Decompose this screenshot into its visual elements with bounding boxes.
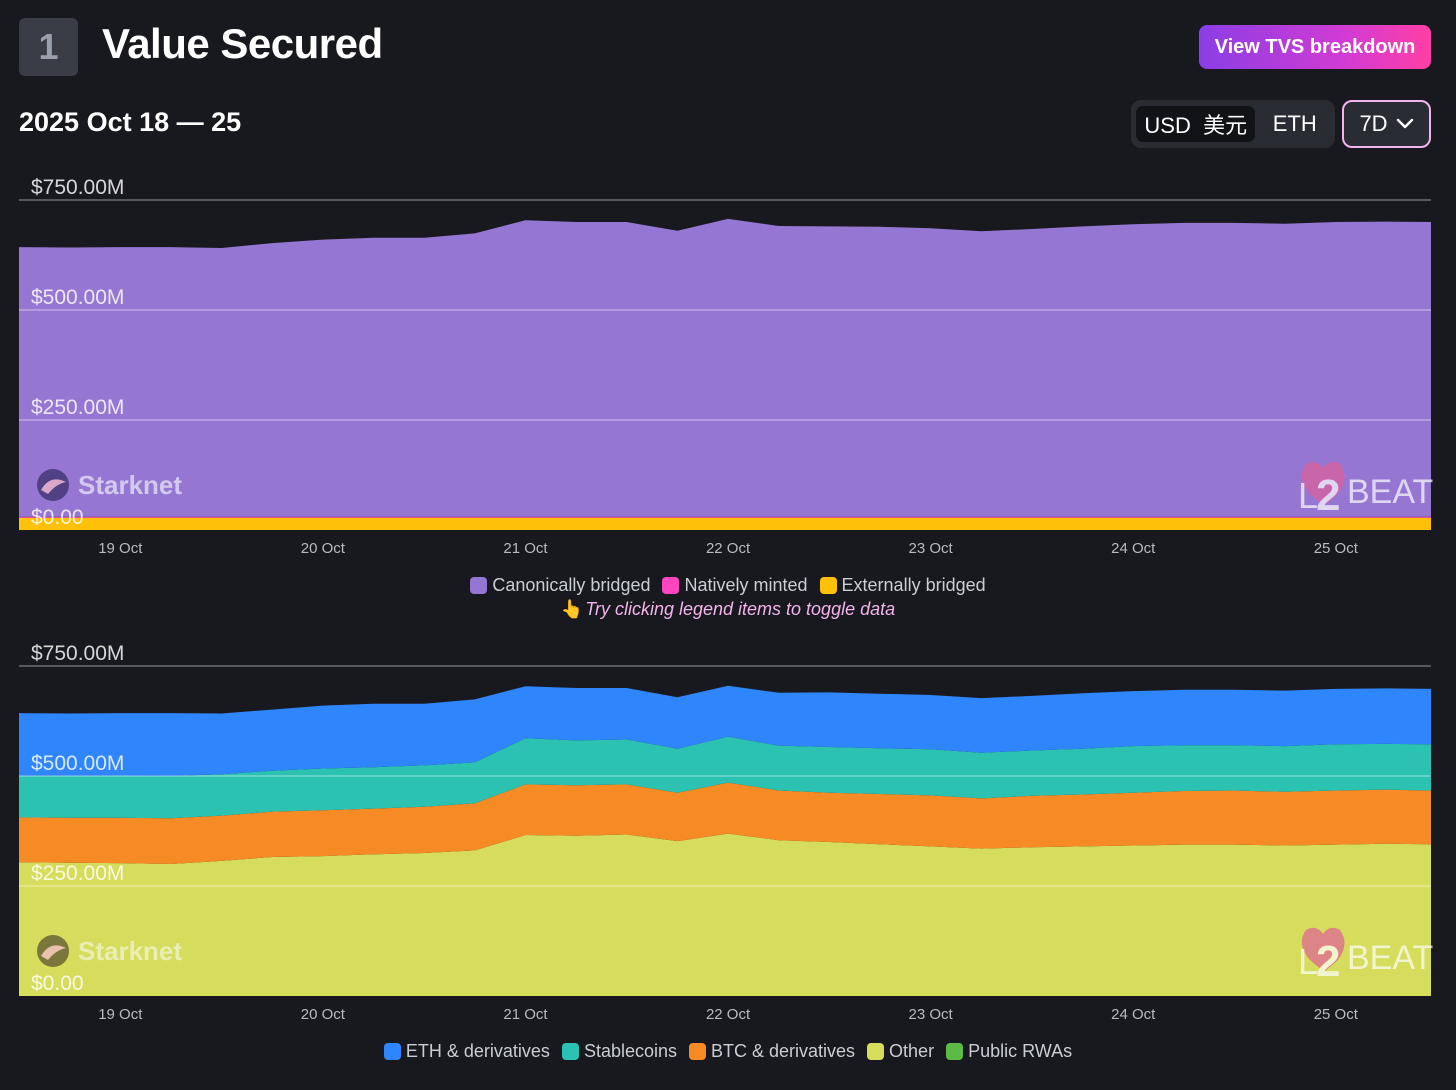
legend-label: Other <box>889 1041 935 1061</box>
starknet-watermark: Starknet <box>37 935 182 967</box>
area-stablecoins <box>19 736 1431 819</box>
legend-label: BTC & derivatives <box>711 1041 856 1061</box>
y-tick-label: $750.00M <box>31 176 124 199</box>
x-tick-label: 25 Oct <box>1314 1006 1359 1023</box>
area-btc-and-derivatives <box>19 782 1431 864</box>
x-tick-label: 24 Oct <box>1111 540 1156 557</box>
y-tick-label: $0.00 <box>31 972 84 995</box>
l2beat-watermark: L2 BEAT <box>1298 927 1433 986</box>
currency-toggle[interactable]: USD 美元 ETH <box>1131 100 1335 148</box>
view-tvs-breakdown-button[interactable]: View TVS breakdown <box>1199 25 1431 69</box>
x-tick-label: 19 Oct <box>98 540 143 557</box>
starknet-watermark-text: Starknet <box>78 936 182 966</box>
x-tick-label: 22 Oct <box>706 1006 751 1023</box>
y-tick-label: $250.00M <box>31 396 124 419</box>
legend-item-other[interactable]: Other <box>867 1041 934 1062</box>
legend-item-canonically-bridged[interactable]: Canonically bridged <box>470 575 650 596</box>
l2beat-heart-icon <box>1301 461 1345 506</box>
starknet-watermark-text: Starknet <box>78 470 182 500</box>
tvs-by-bridge-type-chart[interactable]: $0.00 $250.00M $500.00M $750.00M 19 Oct 20 Oc… <box>0 168 1456 568</box>
y-tick-label: $500.00M <box>31 752 124 775</box>
x-tick-label: 23 Oct <box>909 540 954 557</box>
area-eth-and-derivatives <box>19 685 1431 776</box>
x-tick-label: 21 Oct <box>503 540 548 557</box>
starknet-watermark: Starknet <box>37 469 182 501</box>
legend-hint: 👆 Try clicking legend items to toggle dat… <box>0 599 1456 620</box>
x-tick-label: 25 Oct <box>1314 540 1359 557</box>
legend-item-eth-and-derivatives[interactable]: ETH & derivatives <box>383 1041 550 1062</box>
area-other <box>19 833 1431 996</box>
y-tick-label: $0.00 <box>31 506 84 529</box>
area-canonically-bridged <box>19 218 1431 517</box>
legend-label: Canonically bridged <box>492 575 651 595</box>
legend-item-natively-minted[interactable]: Natively minted <box>662 575 808 596</box>
chart-legend-asset-type: ETH & derivatives Stablecoins BTC & deriva… <box>0 1041 1456 1062</box>
area-natively-minted <box>19 516 1431 518</box>
time-range-value: 7D <box>1359 111 1388 136</box>
legend-hint-text: Try clicking legend items to toggle data <box>585 599 896 619</box>
l2beat-watermark-text: BEAT <box>1347 939 1433 977</box>
pointer-click-icon: 👆 <box>560 599 584 619</box>
l2beat-watermark-l: L <box>1298 475 1318 516</box>
x-tick-label: 21 Oct <box>503 1006 548 1023</box>
currency-usd-option[interactable]: USD 美元 <box>1136 106 1256 142</box>
legend-label: ETH & derivatives <box>405 1041 550 1061</box>
legend-swatch <box>383 1043 401 1060</box>
legend-label: Externally bridged <box>841 575 986 595</box>
l2beat-watermark-text: BEAT <box>1347 473 1433 511</box>
y-tick-label: $750.00M <box>31 642 124 665</box>
chart-legend-bridge-type: Canonically bridged Natively minted Extern… <box>0 575 1456 596</box>
x-tick-label: 22 Oct <box>706 540 751 557</box>
legend-swatch <box>662 577 680 594</box>
date-range-label: 2025 Oct 18 — 25 <box>19 107 242 137</box>
x-tick-label: 24 Oct <box>1111 1006 1156 1023</box>
section-number-badge: 1 <box>19 18 78 76</box>
legend-swatch <box>470 577 488 594</box>
l2beat-watermark-2: 2 <box>1316 937 1340 986</box>
time-range-select[interactable]: 7D <box>1342 100 1431 148</box>
currency-eth-option[interactable]: ETH <box>1272 111 1317 136</box>
legend-item-btc-and-derivatives[interactable]: BTC & derivatives <box>689 1041 855 1062</box>
l2beat-heart-icon <box>1301 927 1345 972</box>
y-tick-label: $500.00M <box>31 286 124 309</box>
legend-label: Public RWAs <box>968 1041 1073 1061</box>
legend-item-stablecoins[interactable]: Stablecoins <box>561 1041 677 1062</box>
legend-item-externally-bridged[interactable]: Externally bridged <box>819 575 986 596</box>
area-externally-bridged <box>19 517 1431 530</box>
l2beat-watermark: L2 BEAT <box>1298 461 1433 520</box>
legend-label: Natively minted <box>684 575 808 595</box>
x-tick-label: 20 Oct <box>301 540 346 557</box>
legend-swatch <box>561 1043 579 1060</box>
legend-label: Stablecoins <box>583 1041 677 1061</box>
starknet-logo-swoosh <box>41 479 66 494</box>
chevron-down-icon <box>1396 118 1413 129</box>
y-tick-label: $250.00M <box>31 862 124 885</box>
page-title: Value Secured <box>102 20 383 67</box>
legend-swatch <box>689 1043 706 1060</box>
x-tick-label: 19 Oct <box>98 1006 143 1023</box>
l2beat-watermark-2: 2 <box>1316 471 1340 520</box>
x-tick-label: 20 Oct <box>301 1006 346 1023</box>
x-tick-label: 23 Oct <box>909 1006 954 1023</box>
l2beat-watermark-l: L <box>1298 941 1318 982</box>
legend-swatch <box>819 577 837 594</box>
legend-swatch <box>946 1043 964 1060</box>
tvs-by-asset-type-chart[interactable]: $0.00 $250.00M $500.00M $750.00M 19 Oct 20 Oc… <box>0 634 1456 1034</box>
starknet-logo-swoosh <box>41 945 66 960</box>
legend-swatch <box>867 1043 885 1060</box>
legend-item-public-rwas[interactable]: Public RWAs <box>946 1041 1072 1062</box>
